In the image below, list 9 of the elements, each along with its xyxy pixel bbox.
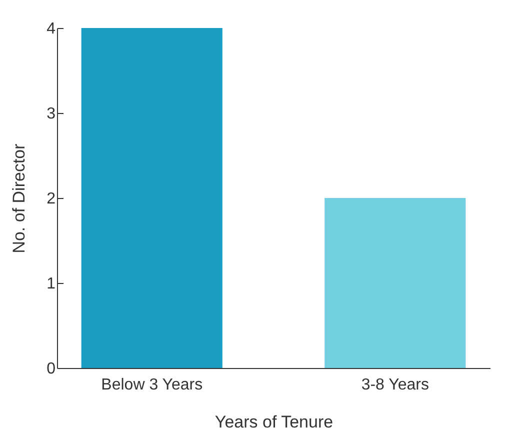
y-tick-label: 4 — [46, 20, 56, 38]
x-tick-label: Below 3 Years — [101, 376, 203, 394]
y-axis-title: No. of Director — [10, 143, 29, 254]
y-tick-label: 3 — [46, 106, 56, 122]
x-tick-label: 3-8 Years — [361, 376, 429, 394]
y-tick-label: 0 — [46, 360, 56, 378]
y-tick-label: 2 — [46, 190, 56, 208]
x-axis-title: Years of Tenure — [214, 412, 334, 432]
y-tick-label: 1 — [46, 276, 56, 292]
